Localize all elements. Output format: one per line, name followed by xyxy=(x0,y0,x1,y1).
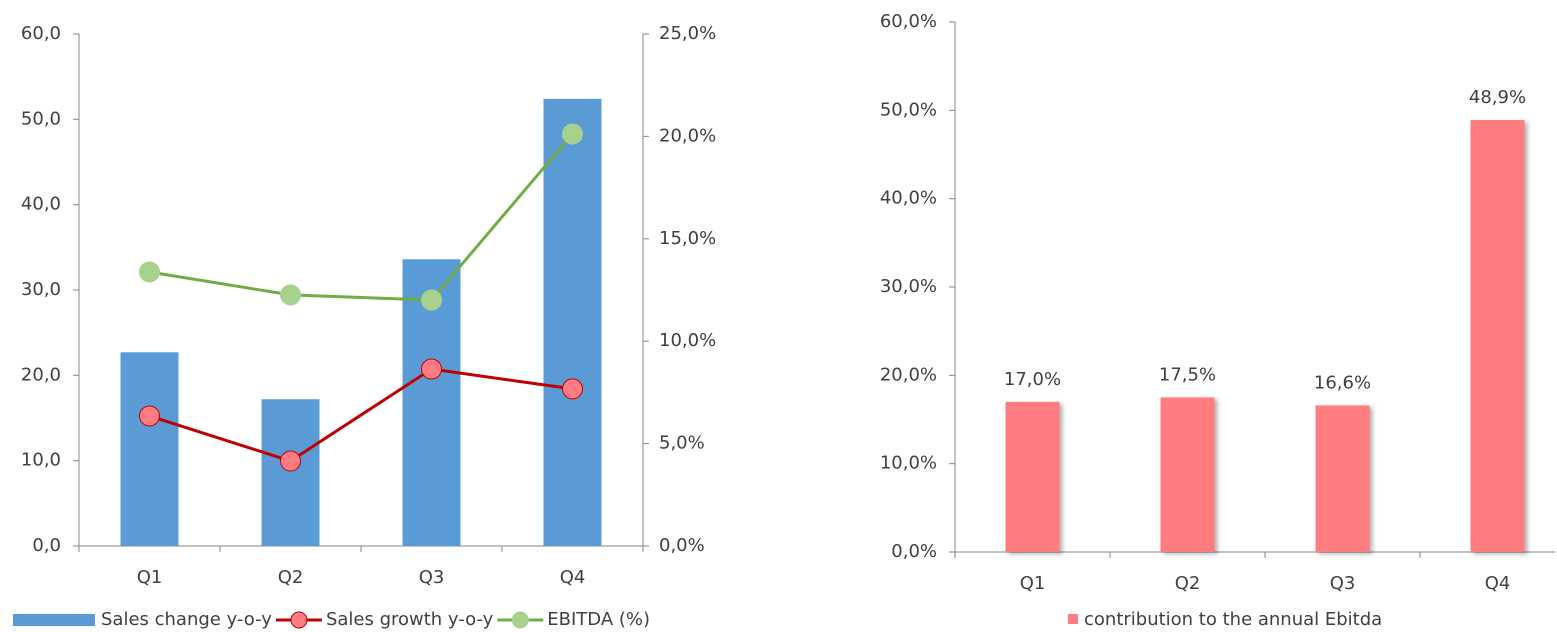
bar xyxy=(1160,397,1215,552)
value-label: 17,0% xyxy=(1004,369,1061,390)
y-tick-label: 60,0 xyxy=(21,23,61,44)
y-tick-label: 50,0% xyxy=(880,99,937,120)
x-tick-label: Q2 xyxy=(1175,573,1201,594)
marker xyxy=(562,378,583,400)
legend-label: contribution to the annual Ebitda xyxy=(1084,609,1382,630)
bar xyxy=(1315,405,1370,552)
x-tick-label: Q2 xyxy=(278,567,304,588)
x-tick-label: Q1 xyxy=(1020,573,1046,594)
bar xyxy=(1005,401,1060,552)
legend-label: EBITDA (%) xyxy=(547,609,650,630)
y-tick-label: 0,0 xyxy=(32,535,61,556)
x-tick-label: Q3 xyxy=(419,567,445,588)
x-tick-label: Q4 xyxy=(1485,573,1511,594)
marker xyxy=(562,123,583,145)
value-label: 16,6% xyxy=(1314,372,1371,393)
y-tick-label: 30,0 xyxy=(21,279,61,300)
legend-label: Sales growth y-o-y xyxy=(326,609,494,630)
y2-tick-label: 5,0% xyxy=(659,433,705,454)
marker xyxy=(139,261,160,283)
x-tick-label: Q1 xyxy=(137,567,163,588)
y2-tick-label: 0,0% xyxy=(659,535,705,556)
y2-tick-label: 20,0% xyxy=(659,125,716,146)
y-tick-label: 30,0% xyxy=(880,276,937,297)
marker xyxy=(421,358,442,380)
y2-tick-label: 25,0% xyxy=(659,23,716,44)
legend-swatch xyxy=(13,614,95,626)
marker xyxy=(280,284,301,306)
y-tick-label: 60,0% xyxy=(880,11,937,32)
legend-label: Sales change y-o-y xyxy=(101,609,272,630)
bar xyxy=(543,98,602,546)
y2-tick-label: 15,0% xyxy=(659,228,716,249)
y2-tick-label: 10,0% xyxy=(659,330,716,351)
y-tick-label: 20,0 xyxy=(21,364,61,385)
value-label: 48,9% xyxy=(1469,87,1526,108)
bar xyxy=(120,352,179,546)
y-tick-label: 40,0% xyxy=(880,188,937,209)
marker xyxy=(421,289,442,311)
legend-swatch xyxy=(290,611,308,629)
marker xyxy=(139,405,160,427)
marker xyxy=(280,450,301,472)
y-tick-label: 10,0 xyxy=(21,450,61,471)
value-label: 17,5% xyxy=(1159,364,1216,385)
x-tick-label: Q4 xyxy=(560,567,586,588)
line xyxy=(149,132,574,302)
bar xyxy=(261,399,320,546)
x-tick-label: Q3 xyxy=(1330,573,1356,594)
y-tick-label: 20,0% xyxy=(880,364,937,385)
y-tick-label: 10,0% xyxy=(880,453,937,474)
bar xyxy=(1470,120,1525,553)
legend-swatch xyxy=(511,611,529,629)
line xyxy=(149,367,573,463)
y-tick-label: 40,0 xyxy=(21,194,61,215)
y-tick-label: 0,0% xyxy=(891,541,937,562)
y-tick-label: 50,0 xyxy=(21,108,61,129)
legend-swatch xyxy=(1068,614,1078,624)
